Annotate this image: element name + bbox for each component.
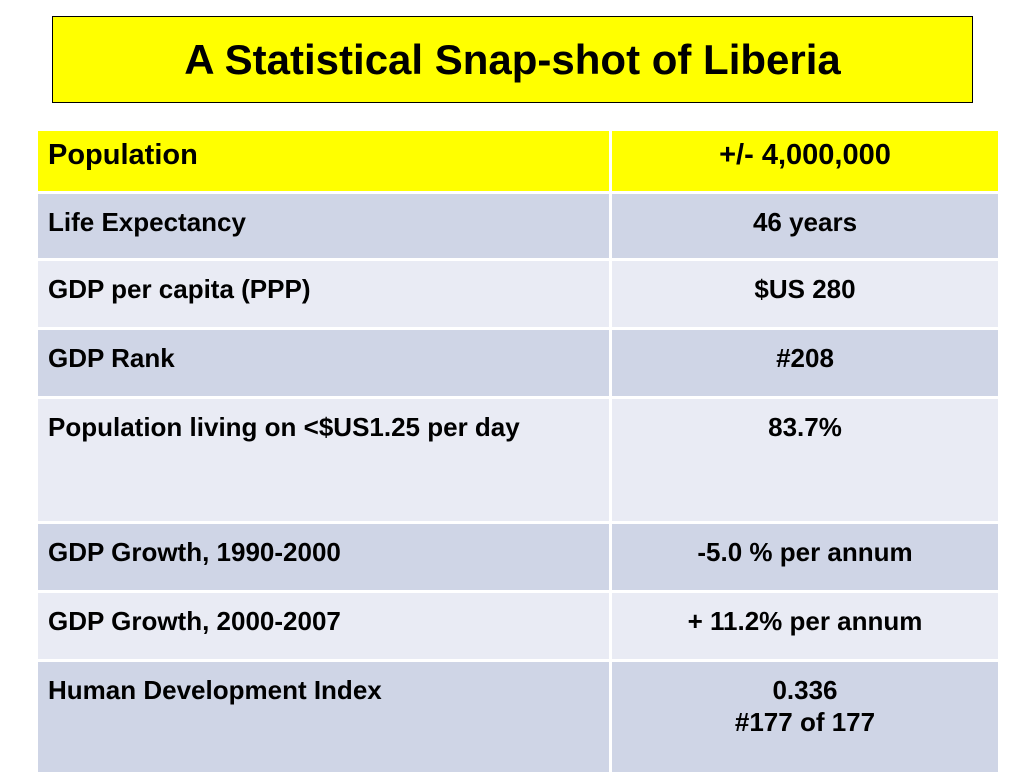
value-cell: + 11.2% per annum: [609, 590, 1001, 662]
value-cell: -5.0 % per annum: [609, 521, 1001, 593]
value-cell: 46 years: [609, 191, 1001, 261]
header-row: Population +/- 4,000,000: [35, 128, 1001, 194]
value-cell: $US 280: [609, 258, 1001, 330]
table-row: GDP per capita (PPP) $US 280: [35, 258, 1001, 330]
label-cell: Population living on <$US1.25 per day: [35, 396, 612, 524]
table-row: Life Expectancy 46 years: [35, 191, 1001, 261]
stats-table: Population +/- 4,000,000 Life Expectancy 46…: [35, 128, 1001, 775]
label-cell: Human Development Index: [35, 659, 612, 775]
label-cell: Life Expectancy: [35, 191, 612, 261]
value-cell: 0.336 #177 of 177: [609, 659, 1001, 775]
slide-title: A Statistical Snap-shot of Liberia: [184, 35, 841, 83]
value-cell: #208: [609, 327, 1001, 399]
table-row: GDP Growth, 1990-2000 -5.0 % per annum: [35, 521, 1001, 593]
label-cell: GDP Growth, 2000-2007: [35, 590, 612, 662]
table-row: Population living on <$US1.25 per day 83.…: [35, 396, 1001, 524]
table-row: GDP Growth, 2000-2007 + 11.2% per annum: [35, 590, 1001, 662]
value-cell: +/- 4,000,000: [609, 128, 1001, 194]
label-cell: Population: [35, 128, 612, 194]
value-cell: 83.7%: [609, 396, 1001, 524]
label-cell: GDP Growth, 1990-2000: [35, 521, 612, 593]
title-box: A Statistical Snap-shot of Liberia: [52, 16, 973, 103]
table-row: Human Development Index 0.336 #177 of 177: [35, 659, 1001, 775]
table-row: GDP Rank #208: [35, 327, 1001, 399]
label-cell: GDP per capita (PPP): [35, 258, 612, 330]
label-cell: GDP Rank: [35, 327, 612, 399]
